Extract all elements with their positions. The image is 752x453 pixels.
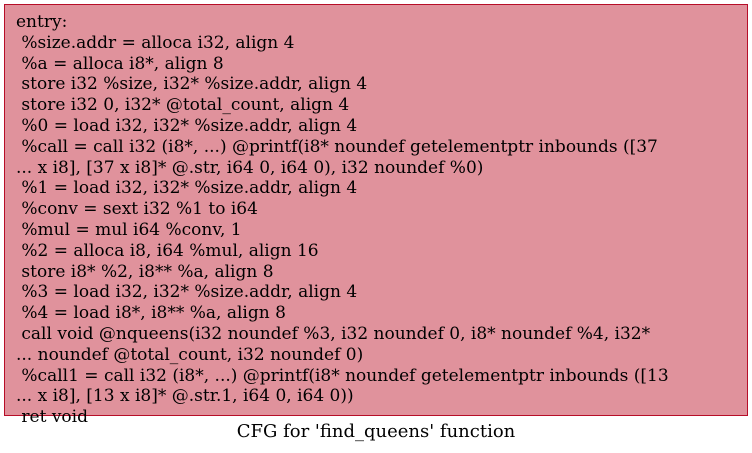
code-line: %a = alloca i8*, align 8 (16, 53, 224, 74)
code-line: %mul = mul i64 %conv, 1 (16, 219, 242, 240)
code-line: store i8* %2, i8** %a, align 8 (16, 261, 274, 282)
code-line: ret void (16, 407, 88, 428)
cfg-node-entry: entry: %size.addr = alloca i32, align 4 … (4, 4, 748, 427)
code-line: %1 = load i32, i32* %size.addr, align 4 (16, 178, 358, 199)
code-line: store i32 %size, i32* %size.addr, align … (16, 74, 368, 95)
code-lines: entry: %size.addr = alloca i32, align 4 … (16, 12, 669, 428)
code-line: entry: (16, 12, 68, 32)
code-line: %3 = load i32, i32* %size.addr, align 4 (16, 282, 358, 303)
code-line: ... noundef @total_count, i32 noundef 0) (16, 344, 364, 365)
code-line: ... x i8], [37 x i8]* @.str, i64 0, i64 … (16, 157, 484, 178)
graph-caption: CFG for 'find_queens' function (236, 421, 516, 442)
code-line: %call1 = call i32 (i8*, ...) @printf(i8*… (16, 365, 669, 386)
code-line: %conv = sext i32 %1 to i64 (16, 199, 258, 220)
code-line: %size.addr = alloca i32, align 4 (16, 32, 295, 53)
code-line: %call = call i32 (i8*, ...) @printf(i8* … (16, 136, 658, 157)
code-line: %0 = load i32, i32* %size.addr, align 4 (16, 115, 358, 136)
code-line: store i32 0, i32* @total_count, align 4 (16, 95, 350, 116)
code-line: ... x i8], [13 x i8]* @.str.1, i64 0, i6… (16, 386, 354, 407)
code-line: %4 = load i8*, i8** %a, align 8 (16, 303, 286, 324)
code-line: %2 = alloca i8, i64 %mul, align 16 (16, 240, 319, 261)
code-line: call void @nqueens(i32 noundef %3, i32 n… (16, 323, 651, 344)
